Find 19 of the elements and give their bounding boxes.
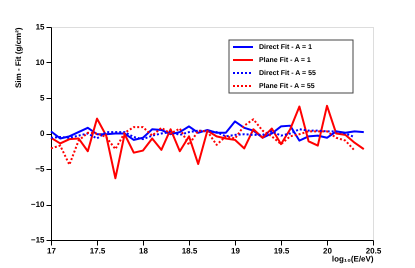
y-tick-label: −10 bbox=[30, 200, 46, 209]
x-tick-label: 18.5 bbox=[182, 246, 198, 256]
line-series bbox=[50, 104, 365, 180]
x-tick-label: 19 bbox=[231, 246, 240, 256]
x-tick-label: 17.5 bbox=[90, 246, 106, 256]
y-tick-label: 5 bbox=[40, 94, 46, 102]
x-tick-label: 20 bbox=[323, 246, 332, 256]
x-tick-label: 18 bbox=[139, 246, 148, 256]
x-axis-title: log₁₀(E/eV) bbox=[332, 254, 374, 264]
y-tick-label: −15 bbox=[30, 236, 46, 244]
x-tick-label: 17 bbox=[47, 246, 56, 256]
x-tick-label: 19.5 bbox=[274, 246, 290, 256]
y-tick-label: −5 bbox=[35, 164, 46, 174]
y-tick-label: 10 bbox=[36, 58, 46, 67]
y-tick-label: 15 bbox=[36, 22, 46, 32]
x-tick-label: 20.5 bbox=[366, 246, 382, 256]
y-axis-title: Sim - Fit (g/cm²) bbox=[14, 27, 23, 88]
y-tick-label: 0 bbox=[40, 129, 46, 138]
line-series bbox=[50, 120, 365, 142]
